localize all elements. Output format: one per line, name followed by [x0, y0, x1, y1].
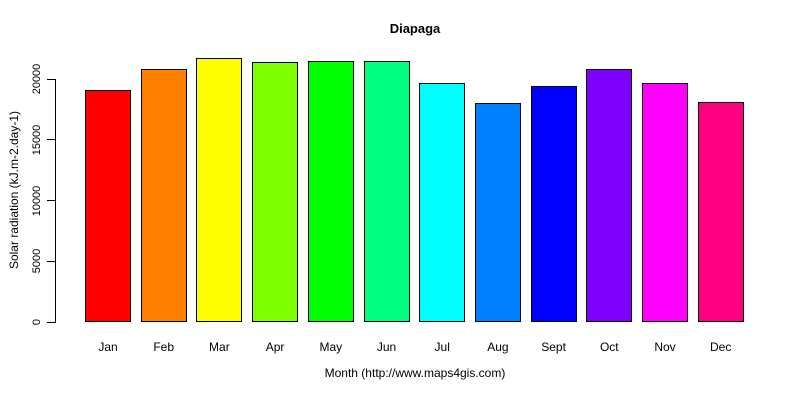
x-category-label-feb: Feb	[153, 340, 175, 354]
y-tick-label: 20000	[31, 63, 43, 95]
y-axis-line	[55, 79, 56, 323]
bar-oct	[586, 69, 633, 322]
bar-apr	[252, 61, 299, 322]
bar-jul	[419, 82, 466, 322]
bar-jun	[363, 61, 410, 322]
y-tick-mark	[47, 78, 55, 80]
y-tick-mark	[47, 260, 55, 262]
bar-mar	[196, 58, 243, 322]
x-category-label-jan: Jan	[98, 340, 118, 354]
x-category-label-may: May	[319, 340, 343, 354]
chart-title: Diapaga	[389, 21, 441, 36]
x-category-label-nov: Nov	[654, 340, 676, 354]
x-category-label-sept: Sept	[541, 340, 566, 354]
bar-feb	[140, 68, 187, 322]
x-category-label-jun: Jun	[376, 340, 397, 354]
y-tick-mark	[47, 139, 55, 141]
x-category-label-oct: Oct	[599, 340, 619, 354]
y-tick-label: 15000	[31, 124, 43, 156]
bar-nov	[642, 83, 688, 322]
y-axis-label: Solar radiation (kJ.m-2.day-1)	[7, 110, 21, 270]
bar-dec	[697, 102, 744, 322]
y-tick-mark	[47, 200, 55, 201]
y-tick-label: 5000	[31, 249, 43, 274]
x-category-label-apr: Apr	[265, 340, 285, 354]
x-category-label-dec: Dec	[710, 340, 732, 354]
y-tick-label: 10000	[31, 185, 43, 216]
x-category-label-aug: Aug	[487, 340, 509, 354]
y-tick-mark	[47, 321, 55, 323]
bar-jan	[85, 89, 131, 322]
y-tick-label: 0	[31, 318, 43, 326]
bar-sept	[530, 86, 577, 322]
x-axis-title: Month (http://www.maps4gis.com)	[324, 366, 506, 380]
x-category-label-mar: Mar	[209, 340, 230, 354]
x-category-label-jul: Jul	[434, 340, 450, 354]
bar-aug	[474, 102, 521, 322]
bar-may	[307, 60, 354, 322]
